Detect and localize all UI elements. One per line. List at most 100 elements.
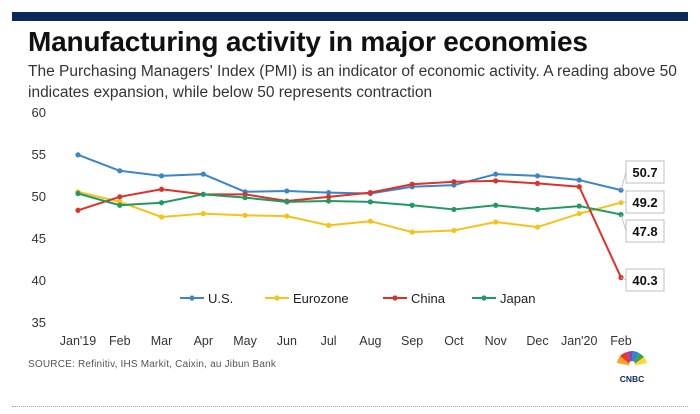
top-accent-bar [12,12,688,21]
data-point [493,171,499,177]
data-point [367,190,373,196]
data-point [284,188,290,194]
x-tick-label: Feb [109,334,131,348]
data-point [75,190,81,197]
data-point [117,168,123,174]
data-point [200,171,206,177]
legend-marker [392,295,398,301]
data-point [158,186,165,192]
x-tick-label: Mar [151,334,173,348]
end-label-leader [620,214,627,232]
end-value-label: 49.2 [632,195,657,210]
x-tick-label: Jan'19 [60,334,96,348]
data-point [75,207,81,213]
data-point [284,213,290,219]
y-tick-label: 60 [32,105,46,120]
legend-label: Japan [500,291,535,306]
legend-label: Eurozone [293,291,349,306]
data-point [534,206,541,213]
chart-subtitle: The Purchasing Managers' Index (PMI) is … [28,63,677,101]
legend-marker [274,295,280,301]
data-point [200,211,206,217]
end-value-labels: 50.7 49.2 47.8 40.3 [620,160,665,292]
y-axis: 35 40 45 50 55 60 [32,105,46,330]
data-point [534,224,541,230]
end-label-box [625,190,665,214]
data-point [326,190,332,196]
end-label-box [625,160,665,184]
data-point [158,214,165,220]
data-point [326,222,332,228]
cnbc-peacock-logo: CNBC [617,350,647,384]
end-value-label: 47.8 [632,224,657,239]
end-label-leader [620,171,627,191]
end-label-box [625,268,665,292]
x-tick-label: Jan'20 [561,334,597,348]
legend-marker [189,295,195,301]
series-line-china [77,179,622,278]
data-point [534,180,541,186]
data-point [409,181,415,187]
end-label-box [625,219,665,243]
data-point [200,191,206,197]
y-tick-label: 45 [32,231,46,246]
y-tick-label: 55 [32,147,46,162]
data-point [75,152,81,158]
x-axis: Jan'19 Feb Mar Apr May Jun Jul Aug Sep Oct Nov Dec J… [60,334,632,348]
data-point [493,178,499,184]
end-label-leader [620,201,627,204]
x-tick-label: Apr [194,334,213,348]
x-tick-label: Sep [401,334,423,348]
x-tick-label: Dec [526,334,548,348]
data-point [493,202,499,208]
x-tick-label: Nov [485,334,508,348]
x-tick-label: Jul [321,334,337,348]
end-value-label: 40.3 [632,273,657,288]
data-point [493,219,499,225]
data-point [618,211,624,218]
data-point [284,199,290,205]
y-tick-label: 40 [32,273,46,288]
data-point [158,173,165,179]
bottom-divider [12,406,688,407]
end-value-label: 50.7 [632,165,657,180]
data-point [117,202,123,208]
legend-marker [481,295,487,301]
data-point [326,198,332,204]
x-tick-label: Oct [444,334,464,348]
data-point [451,206,457,213]
data-point [451,179,457,185]
data-point [409,229,415,235]
data-point [451,227,457,234]
data-point [409,202,415,208]
y-tick-label: 50 [32,189,46,204]
series-line-japan [77,192,622,216]
end-label-leader [620,277,627,281]
legend: U.S. Eurozone China Japan [180,291,535,306]
data-point [326,194,332,200]
x-tick-label: Feb [610,334,632,348]
series-line-eurozone [77,190,622,234]
y-tick-label: 35 [32,315,46,330]
logo-text: CNBC [620,374,645,384]
data-point [117,194,123,200]
legend-label: U.S. [208,291,233,306]
data-point [367,218,373,224]
data-point [576,211,582,217]
chart-title: Manufacturing activity in major economie… [28,26,588,57]
data-point [534,173,541,179]
data-point [158,200,165,206]
series-lines [75,152,624,281]
data-point [367,199,373,205]
data-point [576,203,582,209]
data-point [576,177,582,183]
x-tick-label: May [233,334,257,348]
x-tick-label: Aug [359,334,381,348]
x-tick-label: Jun [277,334,297,348]
data-point [242,212,248,218]
data-point [576,184,582,190]
data-point [242,195,248,201]
series-line-us [77,153,622,195]
source-note: SOURCE: Refinitiv, IHS Markit, Caixin, a… [28,359,277,370]
